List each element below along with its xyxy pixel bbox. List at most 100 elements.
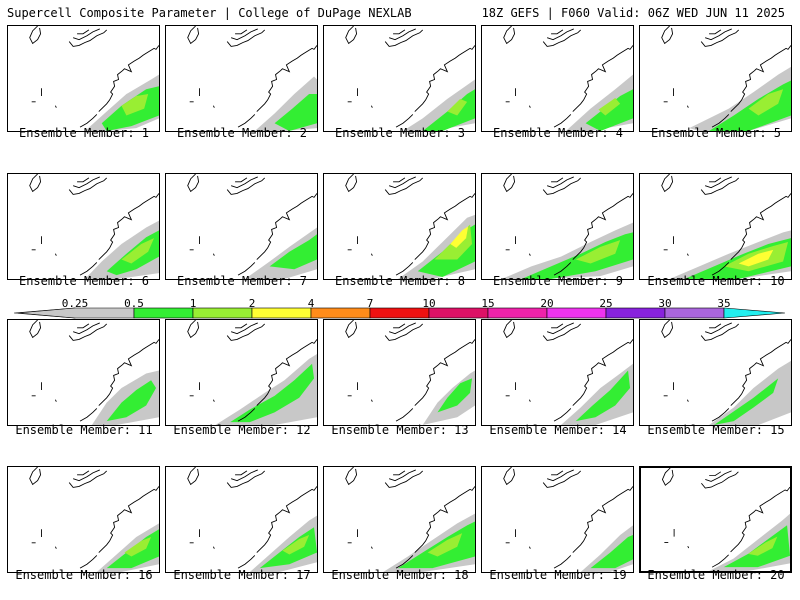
scp-contour-fill [709,360,791,425]
map-canvas [661,26,791,131]
map-canvas [503,26,633,131]
ensemble-map-5 [639,25,792,132]
colorbar-bin [310,307,371,319]
scp-contour-fill [684,238,791,279]
colorbar-tick-label: 2 [248,297,256,310]
ensemble-map-1 [7,25,160,132]
ensemble-member-label: Ensemble Member: 17 [173,568,311,582]
coastline [187,467,317,569]
ensemble-member-label: Ensemble Member: 4 [492,126,624,140]
colorbar-bin [251,307,312,319]
ensemble-member-label: Ensemble Member: 19 [489,568,627,582]
colorbar-tick-label: 4 [307,297,315,310]
scp-contour-fill [748,536,778,556]
colorbar-tick-label: 15 [481,297,495,310]
ensemble-map-8 [323,173,476,280]
colorbar-tick-label: 1 [189,297,197,310]
ensemble-member-label: Ensemble Member: 10 [647,274,785,288]
scp-contour-fill [124,537,152,557]
scp-contour-fill [282,535,310,555]
scp-contour-fill [269,234,317,270]
scp-contour-fill [598,97,621,116]
ensemble-map-11 [7,319,160,426]
ensemble-member-label: Ensemble Member: 7 [176,274,308,288]
map-canvas [345,26,475,131]
ensemble-map-14 [481,319,634,426]
map-canvas [29,467,159,572]
colorbar-tick-label: 0.25 [61,297,89,310]
ensemble-member-label: Ensemble Member: 9 [492,274,624,288]
scp-contour-fill [575,240,621,264]
colorbar-bin [546,307,607,319]
ensemble-map-13 [323,319,476,426]
scp-contour-fill [106,380,157,422]
scp-contour-fill [723,525,790,568]
colorbar-tick-label: 35 [717,297,731,310]
ensemble-map-12 [165,319,318,426]
coastline [661,320,791,422]
coastline [503,174,633,276]
ensemble-map-18 [323,466,476,573]
map-canvas [661,174,791,279]
scp-contour-fill [398,521,475,569]
scp-contour-fill [422,89,475,131]
coastline [503,26,633,128]
scp-contour-fill [560,363,633,425]
map-canvas [187,174,317,279]
colorbar [13,307,786,319]
map-canvas [29,26,159,131]
colorbar-bin [428,307,489,319]
scp-contour-fill [437,378,473,413]
map-canvas [29,320,159,425]
coastline [29,174,159,276]
colorbar-tick-label: 0.5 [124,297,144,310]
map-canvas [29,174,159,279]
scp-contour-fill [575,370,631,422]
colorbar-bin [723,307,786,319]
scp-contour-fill [709,80,791,131]
scp-contour-fill [215,354,317,425]
coastline [187,174,317,276]
ensemble-map-16 [7,466,160,573]
colorbar-tick-label: 7 [366,297,374,310]
ensemble-map-10 [639,173,792,280]
map-canvas [187,26,317,131]
colorbar-tick-label: 25 [599,297,613,310]
map-canvas [345,320,475,425]
ensemble-member-label: Ensemble Member: 15 [647,423,785,437]
map-canvas [503,467,633,572]
ensemble-map-6 [7,173,160,280]
scp-contour-fill [121,94,149,116]
coastline [345,174,475,276]
coastline [29,320,159,422]
coastline [661,26,791,128]
ensemble-member-label: Ensemble Member: 8 [334,274,466,288]
map-canvas [187,467,317,572]
coastline [661,468,790,568]
coastline [503,467,633,569]
ensemble-member-label: Ensemble Member: 16 [15,568,153,582]
ensemble-member-label: Ensemble Member: 13 [331,423,469,437]
coastline [187,320,317,422]
ensemble-member-label: Ensemble Member: 6 [18,274,150,288]
ensemble-map-15 [639,319,792,426]
colorbar-bin [369,307,430,319]
ensemble-member-label: Ensemble Member: 11 [15,423,153,437]
scp-contour-fill [121,238,155,264]
ensemble-map-3 [323,25,476,132]
scp-contour-fill [427,533,463,557]
coastline [661,174,791,276]
map-canvas [501,174,633,279]
ensemble-map-2 [165,25,318,132]
scp-contour-fill [590,535,633,569]
valid-time: 18Z GEFS | F060 Valid: 06Z WED JUN 11 20… [481,6,785,20]
scp-contour-fill [230,363,315,423]
colorbar-tick-label: 20 [540,297,554,310]
colorbar-tick-label: 10 [422,297,436,310]
ensemble-map-4 [481,25,634,132]
ensemble-member-label: Ensemble Member: 20 [647,568,785,582]
ensemble-map-7 [165,173,318,280]
page-title: Supercell Composite Parameter | College … [7,6,412,20]
map-canvas [503,320,633,425]
ensemble-member-label: Ensemble Member: 3 [334,126,466,140]
